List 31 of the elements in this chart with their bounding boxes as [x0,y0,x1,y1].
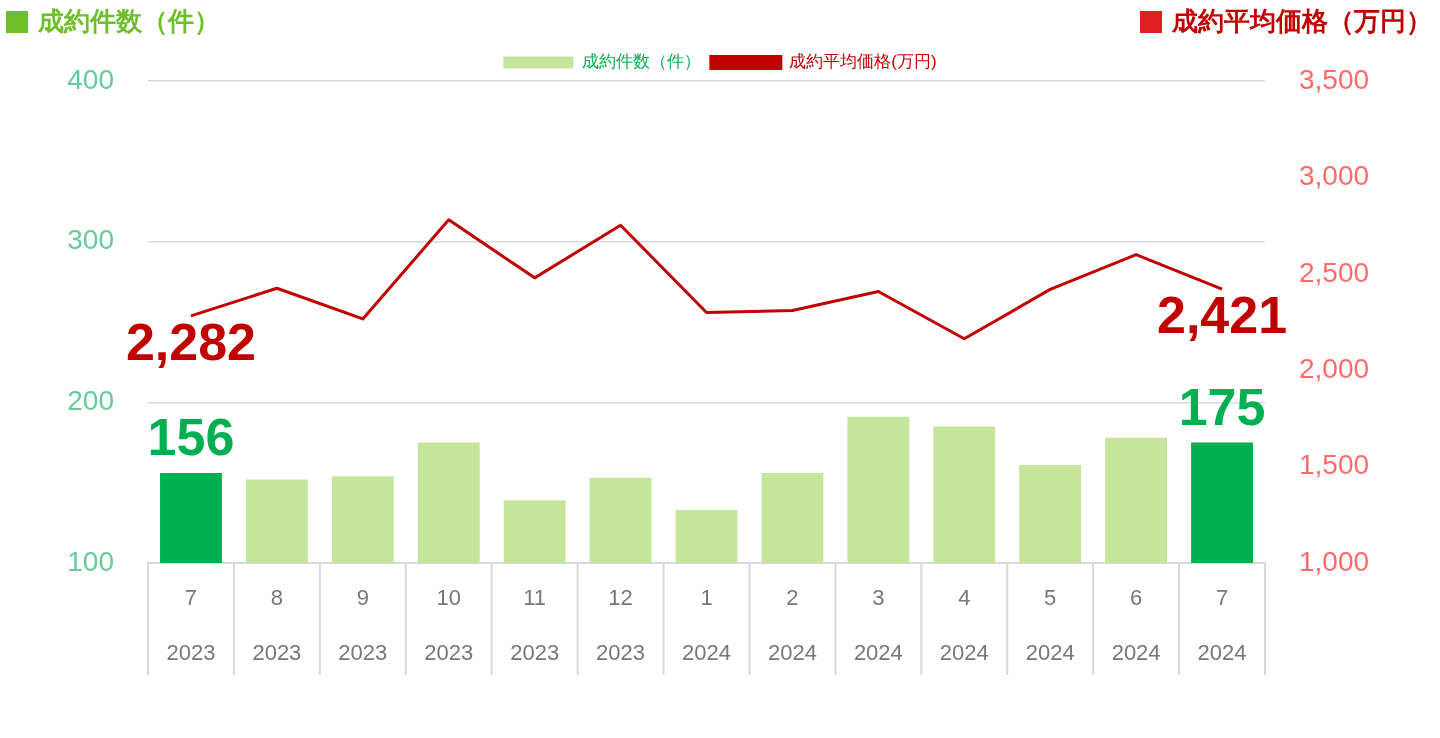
y-tick-label: 300 [67,224,114,256]
y2-axis-title: 成約平均価格（万円） [1172,5,1432,38]
category-label: 9 2023 [338,584,388,665]
data-label: 156 [147,408,235,467]
category-label: 3 2024 [853,584,903,665]
category-label: 6 2024 [1111,584,1161,665]
y2-tick-label: 3,500 [1299,63,1370,95]
category-label: 1 2024 [682,584,731,665]
category-label: 12 2023 [596,584,646,665]
category-label: 11 2023 [510,584,560,665]
y2-tick-label: 3,000 [1299,160,1370,192]
legend-label: 成約件数（件） [581,52,701,72]
legend-label: 成約平均価格(万円) [789,52,937,72]
y-axis-title: 成約件数（件） [38,5,220,38]
y-tick-label: 100 [67,545,114,577]
data-label: 2,282 [125,313,257,372]
category-label: 7 2023 [166,584,216,665]
y2-tick-label: 1,500 [1299,449,1370,481]
data-label: 2,421 [1156,286,1288,345]
category-label: 2 2024 [767,584,817,665]
category-label: 7 2024 [1197,584,1247,665]
category-label: 5 2024 [1025,584,1075,665]
data-label: 175 [1178,377,1266,436]
y2-tick-label: 2,500 [1299,256,1370,288]
y2-tick-label: 1,000 [1299,545,1370,577]
category-label: 8 2023 [252,584,302,665]
y-tick-label: 400 [67,63,114,95]
category-label: 4 2024 [939,584,989,665]
category-label: 10 2023 [424,584,474,665]
y-tick-label: 200 [67,385,114,417]
y2-tick-label: 2,000 [1299,352,1370,384]
